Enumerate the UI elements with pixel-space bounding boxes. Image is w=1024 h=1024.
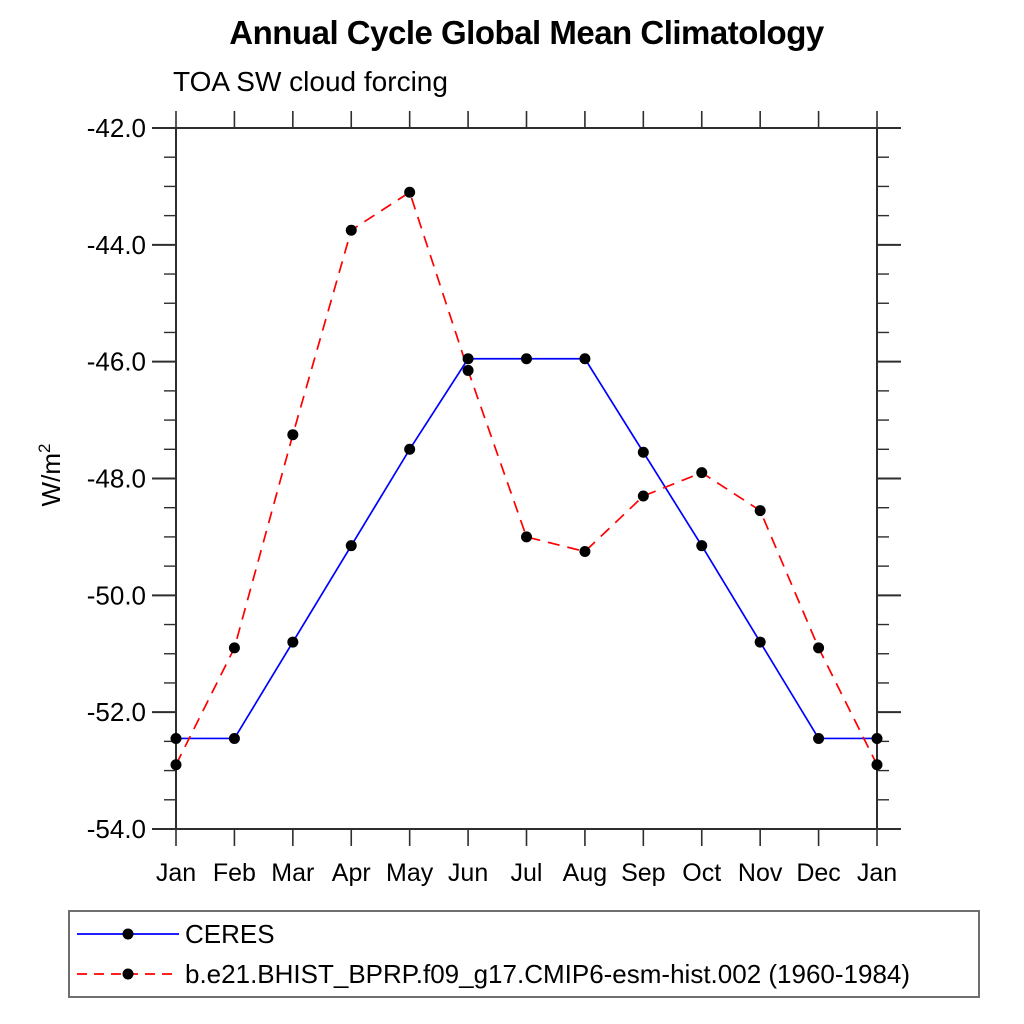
x-tick-label: Mar bbox=[271, 859, 314, 887]
x-tick-label: Jan bbox=[156, 859, 196, 887]
chart-subtitle: TOA SW cloud forcing bbox=[173, 66, 448, 97]
data-point-series-1 bbox=[754, 505, 766, 517]
x-tick-label: May bbox=[386, 859, 434, 887]
legend-sample-model bbox=[77, 968, 179, 980]
legend-item-model: b.e21.BHIST_BPRP.f09_g17.CMIP6-esm-hist.… bbox=[75, 959, 978, 990]
legend-marker-dot bbox=[122, 928, 134, 940]
chart-title: Annual Cycle Global Mean Climatology bbox=[229, 14, 824, 51]
data-point-series-0 bbox=[696, 540, 708, 552]
data-point-series-1 bbox=[170, 759, 182, 771]
data-point-series-0 bbox=[228, 732, 240, 744]
y-tick-label: -54.0 bbox=[87, 814, 146, 844]
data-point-series-1 bbox=[287, 429, 299, 441]
data-point-series-1 bbox=[637, 490, 649, 502]
x-tick-label: Jul bbox=[511, 859, 543, 887]
legend-sample-ceres bbox=[77, 928, 179, 940]
data-point-series-1 bbox=[871, 759, 883, 771]
data-point-series-0 bbox=[579, 353, 591, 365]
legend: CERES b.e21.BHIST_BPRP.f09_g17.CMIP6-esm… bbox=[68, 910, 980, 998]
data-point-series-0 bbox=[521, 353, 532, 365]
data-point-series-0 bbox=[754, 636, 766, 648]
series-line-0 bbox=[176, 357, 877, 740]
legend-label-ceres: CERES bbox=[185, 918, 275, 949]
data-point-series-0 bbox=[287, 636, 299, 648]
data-point-series-1 bbox=[813, 642, 825, 654]
data-point-series-0 bbox=[170, 732, 182, 744]
legend-label-model: b.e21.BHIST_BPRP.f09_g17.CMIP6-esm-hist.… bbox=[185, 958, 911, 989]
x-tick-label: Nov bbox=[738, 859, 783, 887]
y-tick-label: -42.0 bbox=[87, 113, 146, 143]
y-tick-label: -44.0 bbox=[87, 230, 146, 260]
data-point-series-0 bbox=[637, 446, 649, 458]
y-tick-label: -46.0 bbox=[87, 347, 146, 377]
data-point-series-0 bbox=[345, 540, 357, 552]
data-point-series-1 bbox=[696, 467, 708, 479]
x-tick-label: Apr bbox=[332, 859, 371, 887]
data-point-series-0 bbox=[404, 443, 416, 455]
data-point-series-1 bbox=[228, 642, 240, 654]
series-line-1 bbox=[175, 190, 878, 766]
data-point-series-1 bbox=[579, 546, 591, 558]
x-tick-label: Jun bbox=[448, 859, 488, 887]
x-tick-label: Feb bbox=[213, 859, 256, 887]
legend-item-ceres: CERES bbox=[75, 919, 978, 950]
x-tick-label: Aug bbox=[563, 859, 607, 887]
data-point-series-1 bbox=[521, 531, 532, 543]
data-point-series-1 bbox=[404, 186, 416, 198]
legend-marker-dot bbox=[122, 968, 134, 980]
x-tick-label: Jan bbox=[857, 859, 897, 887]
y-tick-label: -48.0 bbox=[87, 464, 146, 494]
x-tick-label: Oct bbox=[682, 859, 721, 887]
data-point-series-1 bbox=[345, 224, 357, 236]
y-tick-label: -52.0 bbox=[87, 697, 146, 727]
x-tick-label: Dec bbox=[796, 859, 840, 887]
data-point-series-0 bbox=[462, 353, 474, 365]
data-point-series-1 bbox=[462, 364, 474, 376]
data-point-series-0 bbox=[871, 732, 883, 744]
data-point-series-0 bbox=[813, 732, 825, 744]
x-tick-label: Sep bbox=[621, 859, 665, 887]
y-tick-label: -50.0 bbox=[87, 580, 146, 610]
